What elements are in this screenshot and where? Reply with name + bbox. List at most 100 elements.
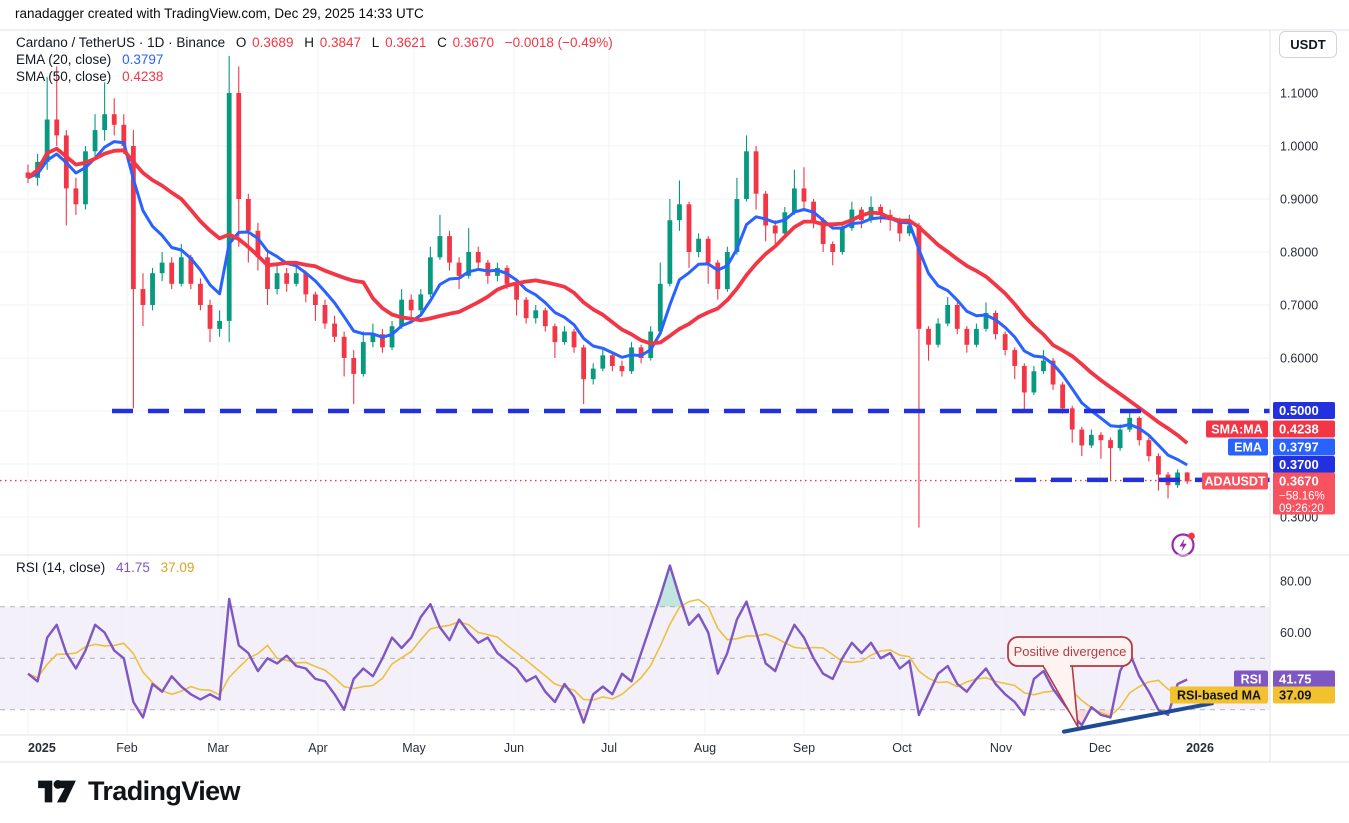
candle-body xyxy=(92,130,98,152)
rsi-badge-tag-box xyxy=(1234,670,1268,688)
candle-body xyxy=(217,320,222,329)
candle-body xyxy=(744,151,749,199)
time-axis-label[interactable]: 2025 xyxy=(28,741,56,755)
rsi-badge-tag-text: RSI xyxy=(1241,673,1262,687)
candle-body xyxy=(724,252,730,290)
candle-body xyxy=(418,294,424,311)
candle-body xyxy=(696,238,701,252)
time-axis-label[interactable]: 2026 xyxy=(1186,741,1214,755)
level-0370-value-text: 0.3700 xyxy=(1279,457,1319,472)
symbol-legend-row[interactable]: Cardano / TetherUS · 1D · Binance O 0.36… xyxy=(16,35,615,50)
price-badge-symbol-badge[interactable]: ADAUSDT 0.3670 −58.16%09:26:20 xyxy=(1202,472,1335,516)
candle-body xyxy=(1060,384,1066,409)
candle-body xyxy=(44,119,50,162)
candle-body xyxy=(1012,350,1018,366)
rsi-badge-value-text: 41.75 xyxy=(1279,672,1312,687)
ema-badge-value-box xyxy=(1273,438,1335,456)
candle-body xyxy=(686,204,692,252)
ema-label[interactable]: EMA (20, close) xyxy=(16,52,112,67)
level-0370-value-box xyxy=(1273,456,1335,473)
time-axis-label[interactable]: May xyxy=(402,741,426,755)
time-axis-label[interactable]: Jul xyxy=(601,741,617,755)
price-tick-label[interactable]: 0.9000 xyxy=(1280,193,1318,207)
symbol-title[interactable]: Cardano / TetherUS · 1D · Binance xyxy=(16,35,226,50)
price-tick-label[interactable]: 0.7000 xyxy=(1280,299,1318,313)
candle-body xyxy=(1088,434,1094,446)
candle-body xyxy=(820,220,826,245)
price-badge-level-0370[interactable]: 0.3700 xyxy=(1273,456,1335,473)
price-badge-sma-badge[interactable]: SMA:MA 0.4238 xyxy=(1206,420,1335,438)
candle-body xyxy=(801,188,807,202)
symbol-badge-value-text: 0.3670 xyxy=(1279,474,1319,489)
tradingview-logo-text: TradingView xyxy=(88,775,241,806)
candle-body xyxy=(351,358,357,374)
tradingview-logo[interactable]: TradingView xyxy=(36,774,241,808)
candle-body xyxy=(1050,360,1056,385)
ema-legend-row[interactable]: EMA (20, close) 0.3797 xyxy=(16,52,165,67)
rsi-badge-rsi-ma-badge[interactable]: RSI-based MA 37.09 xyxy=(1170,686,1335,704)
candle-body xyxy=(389,326,395,348)
candle-body xyxy=(130,146,136,290)
candle-body xyxy=(514,283,519,300)
candle-body xyxy=(207,305,213,329)
rsi-badge-rsi-badge[interactable]: RSI 41.75 xyxy=(1234,670,1335,688)
candle-body xyxy=(447,236,452,263)
candle-body xyxy=(360,342,366,374)
candle-body xyxy=(1184,472,1190,482)
price-badge-level-0500[interactable]: 0.5000 xyxy=(1273,402,1335,419)
time-axis-label[interactable]: Jun xyxy=(504,741,524,755)
candle-body xyxy=(485,262,491,276)
price-tick-label[interactable]: 1.0000 xyxy=(1280,140,1318,154)
candle-body xyxy=(705,238,711,263)
candle-body xyxy=(629,347,634,372)
boost-spark-icon[interactable] xyxy=(1171,532,1195,557)
time-axis-label[interactable]: Dec xyxy=(1089,741,1111,755)
candle-body xyxy=(782,212,788,234)
rsi-value: 41.75 xyxy=(116,560,150,575)
time-axis-label[interactable]: Nov xyxy=(990,741,1013,755)
rsi-tick-label[interactable]: 60.00 xyxy=(1280,626,1311,640)
candle-body xyxy=(954,305,960,329)
sma-legend-row[interactable]: SMA (50, close) 0.4238 xyxy=(16,69,165,84)
symbol-badge-sub-text: 09:26:20 xyxy=(1279,503,1324,515)
time-axis-label[interactable]: Apr xyxy=(308,741,327,755)
ema-line xyxy=(27,140,1188,467)
price-tick-label[interactable]: 0.6000 xyxy=(1280,352,1318,366)
rsi-ma-badge-tag-box xyxy=(1170,686,1268,704)
currency-unit-button[interactable]: USDT xyxy=(1279,31,1337,58)
candle-body xyxy=(427,257,433,295)
price-badge-ema-badge[interactable]: EMA 0.3797 xyxy=(1228,438,1335,456)
sma-badge-value-box xyxy=(1273,420,1335,438)
candle-body xyxy=(169,262,175,284)
rsi-trendline[interactable] xyxy=(1062,701,1214,734)
close-value: 0.3670 xyxy=(452,35,494,50)
time-axis-label[interactable]: Feb xyxy=(116,741,138,755)
candle-body xyxy=(255,230,261,258)
rsi-legend-row[interactable]: RSI (14, close) 41.75 37.09 xyxy=(16,560,196,575)
price-tick-label[interactable]: 1.1000 xyxy=(1280,87,1318,101)
candle-body xyxy=(581,347,587,380)
candle-body xyxy=(964,328,970,345)
time-axis-label[interactable]: Mar xyxy=(207,741,229,755)
candle-body xyxy=(159,262,165,274)
candle-body xyxy=(399,299,405,327)
candle-body xyxy=(198,283,203,305)
candle-body xyxy=(73,188,79,205)
sma-label[interactable]: SMA (50, close) xyxy=(16,69,112,84)
positive-divergence-callout[interactable]: Positive divergence xyxy=(1007,636,1133,728)
change-value: −0.0018 (−0.49%) xyxy=(504,35,613,50)
time-axis-label[interactable]: Sep xyxy=(793,741,815,755)
candlestick-series[interactable] xyxy=(25,55,1190,528)
time-axis-label[interactable]: Oct xyxy=(892,741,912,755)
price-tick-label[interactable]: 0.8000 xyxy=(1280,246,1318,260)
low-label: L xyxy=(371,35,380,50)
sma-value: 0.4238 xyxy=(122,69,164,84)
time-axis-label[interactable]: Aug xyxy=(694,741,716,755)
level-0500-value-box xyxy=(1273,402,1335,419)
candle-body xyxy=(619,365,625,372)
candle-body xyxy=(792,188,797,213)
rsi-tick-label[interactable]: 80.00 xyxy=(1280,575,1311,589)
rsi-label[interactable]: RSI (14, close) xyxy=(16,560,106,575)
